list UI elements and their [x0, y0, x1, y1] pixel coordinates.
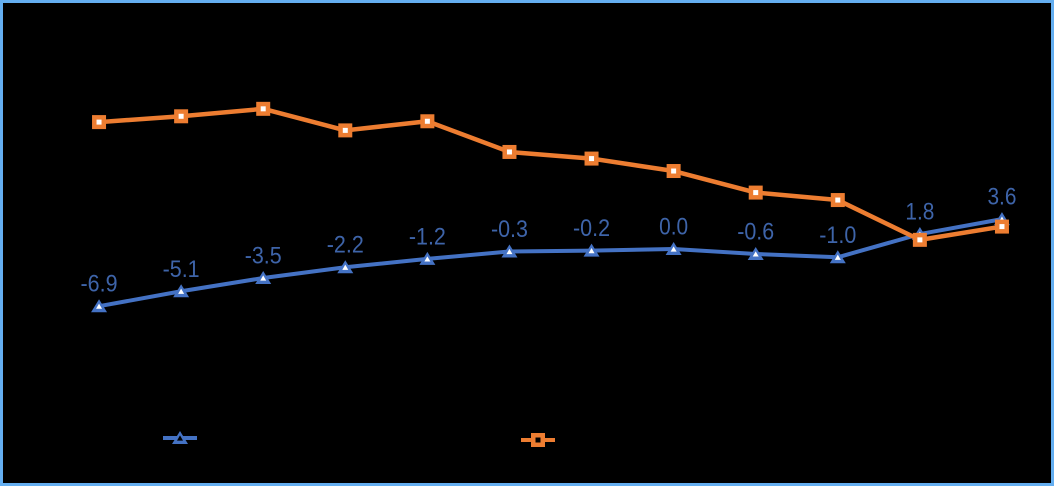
orange-square-series [92, 101, 1009, 247]
data-label: -0.6 [737, 218, 774, 245]
legend-item-orange-square-series [521, 433, 555, 447]
square-marker [584, 151, 599, 166]
data-label: -6.9 [81, 271, 118, 298]
data-label: 3.6 [987, 184, 1016, 211]
orange-square-series-line [96, 106, 1005, 243]
legend-item-blue-triangle-series [163, 431, 197, 444]
square-marker [830, 193, 845, 208]
square-marker [748, 185, 763, 200]
square-marker [92, 115, 107, 130]
triangle-marker [747, 246, 764, 260]
square-marker [502, 144, 517, 159]
triangle-marker [583, 243, 600, 257]
triangle-marker [337, 260, 354, 274]
square-marker [256, 101, 271, 116]
blue-triangle-series [91, 212, 1010, 313]
triangle-marker [91, 299, 108, 313]
square-marker [994, 219, 1009, 234]
triangle-marker [173, 284, 190, 298]
legend [163, 431, 555, 447]
square-marker [666, 164, 681, 179]
data-label: 0.0 [659, 213, 688, 240]
data-label: -2.2 [327, 232, 364, 259]
triangle-marker [665, 241, 682, 255]
square-marker [174, 109, 189, 124]
data-label: -5.1 [163, 256, 200, 283]
data-label: -3.5 [245, 243, 282, 270]
triangle-marker [829, 250, 846, 264]
triangle-marker [172, 431, 188, 444]
triangle-marker [419, 251, 436, 265]
triangle-marker [255, 271, 272, 284]
triangle-marker [501, 244, 518, 258]
data-label: -0.2 [573, 215, 610, 242]
square-marker [912, 232, 927, 247]
dual-line-chart: -6.9 -5.1 -3.5 -2.2 -1.2 -0.3 -0.2 0.0 -0.6 -1.0 1… [81, 101, 1017, 447]
blue-triangle-series-labels: -6.9 -5.1 -3.5 -2.2 -1.2 -0.3 -0.2 0.0 -0.6 -1.0 1… [81, 184, 1017, 298]
blue-triangle-series-line [97, 217, 1004, 309]
data-label: -1.2 [409, 223, 446, 250]
data-label: 1.8 [905, 199, 934, 226]
square-marker [531, 433, 545, 447]
square-marker [420, 114, 435, 129]
data-label: -0.3 [491, 216, 528, 243]
data-label: -1.0 [819, 222, 856, 249]
square-marker [338, 123, 353, 138]
